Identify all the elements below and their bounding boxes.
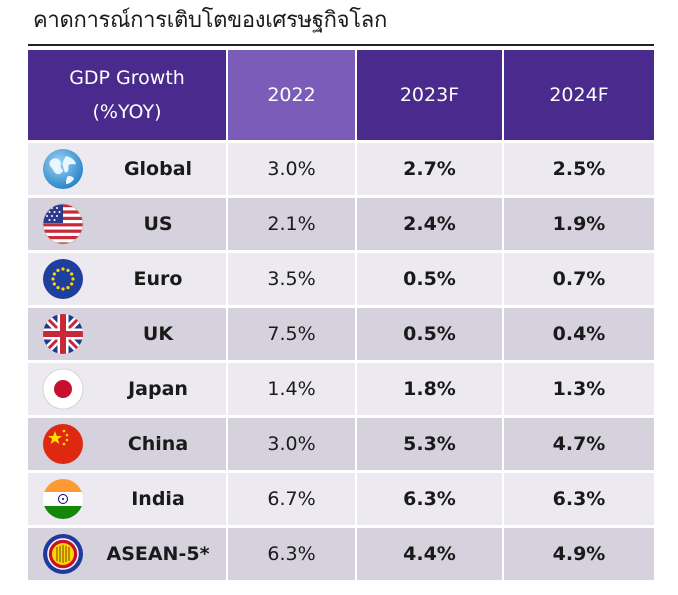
value-2022: 7.5% (227, 305, 357, 362)
header-2024f: 2024F (503, 50, 654, 142)
value-2023f: 2.7% (356, 140, 504, 197)
region-cell: UK (28, 305, 228, 362)
header-2022: 2022 (227, 50, 357, 142)
region-name: Euro (133, 268, 183, 290)
japan-flag-icon (42, 368, 84, 410)
value-2024f: 1.3% (503, 360, 654, 417)
table-row: ASEAN-5* 6.3% 4.4% 4.9% (28, 525, 654, 580)
value-2024f: 2.5% (503, 140, 654, 197)
china-flag-icon (42, 423, 84, 465)
value-2022: 6.7% (227, 470, 357, 527)
region-cell: Euro (28, 250, 228, 307)
eu-flag-icon (42, 258, 84, 300)
region-name: UK (142, 323, 174, 345)
table-row: Japan 1.4% 1.8% 1.3% (28, 360, 654, 417)
table-row: UK 7.5% 0.5% 0.4% (28, 305, 654, 362)
header-gdp-growth: GDP Growth (%YOY) (28, 50, 228, 142)
value-2022: 3.0% (227, 140, 357, 197)
value-2024f: 0.4% (503, 305, 654, 362)
region-cell: US (28, 195, 228, 252)
region-name: ASEAN-5* (106, 543, 210, 565)
value-2022: 1.4% (227, 360, 357, 417)
value-2024f: 1.9% (503, 195, 654, 252)
region-name: Japan (128, 378, 188, 400)
india-flag-icon (42, 478, 84, 520)
table-row: Global 3.0% 2.7% 2.5% (28, 140, 654, 197)
value-2024f: 4.9% (503, 525, 654, 580)
uk-flag-icon (42, 313, 84, 355)
region-cell: China (28, 415, 228, 472)
value-2023f: 1.8% (356, 360, 504, 417)
value-2023f: 5.3% (356, 415, 504, 472)
table-row: China 3.0% 5.3% 4.7% (28, 415, 654, 472)
value-2024f: 0.7% (503, 250, 654, 307)
value-2022: 3.0% (227, 415, 357, 472)
value-2023f: 4.4% (356, 525, 504, 580)
title-underline (28, 44, 654, 46)
header-2023f: 2023F (356, 50, 504, 142)
value-2024f: 4.7% (503, 415, 654, 472)
header-label-line2: (%YOY) (92, 101, 162, 123)
region-name: China (127, 433, 189, 455)
header-label-line1: GDP Growth (69, 67, 185, 89)
value-2024f: 6.3% (503, 470, 654, 527)
region-name: US (143, 213, 173, 235)
table-header-row: GDP Growth (%YOY) 2022 2023F 2024F (28, 50, 654, 142)
value-2023f: 2.4% (356, 195, 504, 252)
value-2022: 3.5% (227, 250, 357, 307)
globe-icon (42, 148, 84, 190)
table-row: India 6.7% 6.3% 6.3% (28, 470, 654, 527)
region-cell: ASEAN-5* (28, 525, 228, 580)
value-2022: 2.1% (227, 195, 357, 252)
region-cell: India (28, 470, 228, 527)
region-cell: Global (28, 140, 228, 197)
asean-flag-icon (42, 533, 84, 575)
value-2023f: 6.3% (356, 470, 504, 527)
region-cell: Japan (28, 360, 228, 417)
table-row: US 2.1% 2.4% 1.9% (28, 195, 654, 252)
table-row: Euro 3.5% 0.5% 0.7% (28, 250, 654, 307)
gdp-growth-table: GDP Growth (%YOY) 2022 2023F 2024F Globa… (28, 50, 654, 580)
value-2023f: 0.5% (356, 250, 504, 307)
page-title: คาดการณ์การเติบโตของเศรษฐกิจโลก (33, 8, 387, 33)
region-name: Global (123, 158, 193, 180)
us-flag-icon (42, 203, 84, 245)
region-name: India (131, 488, 185, 510)
value-2023f: 0.5% (356, 305, 504, 362)
value-2022: 6.3% (227, 525, 357, 580)
